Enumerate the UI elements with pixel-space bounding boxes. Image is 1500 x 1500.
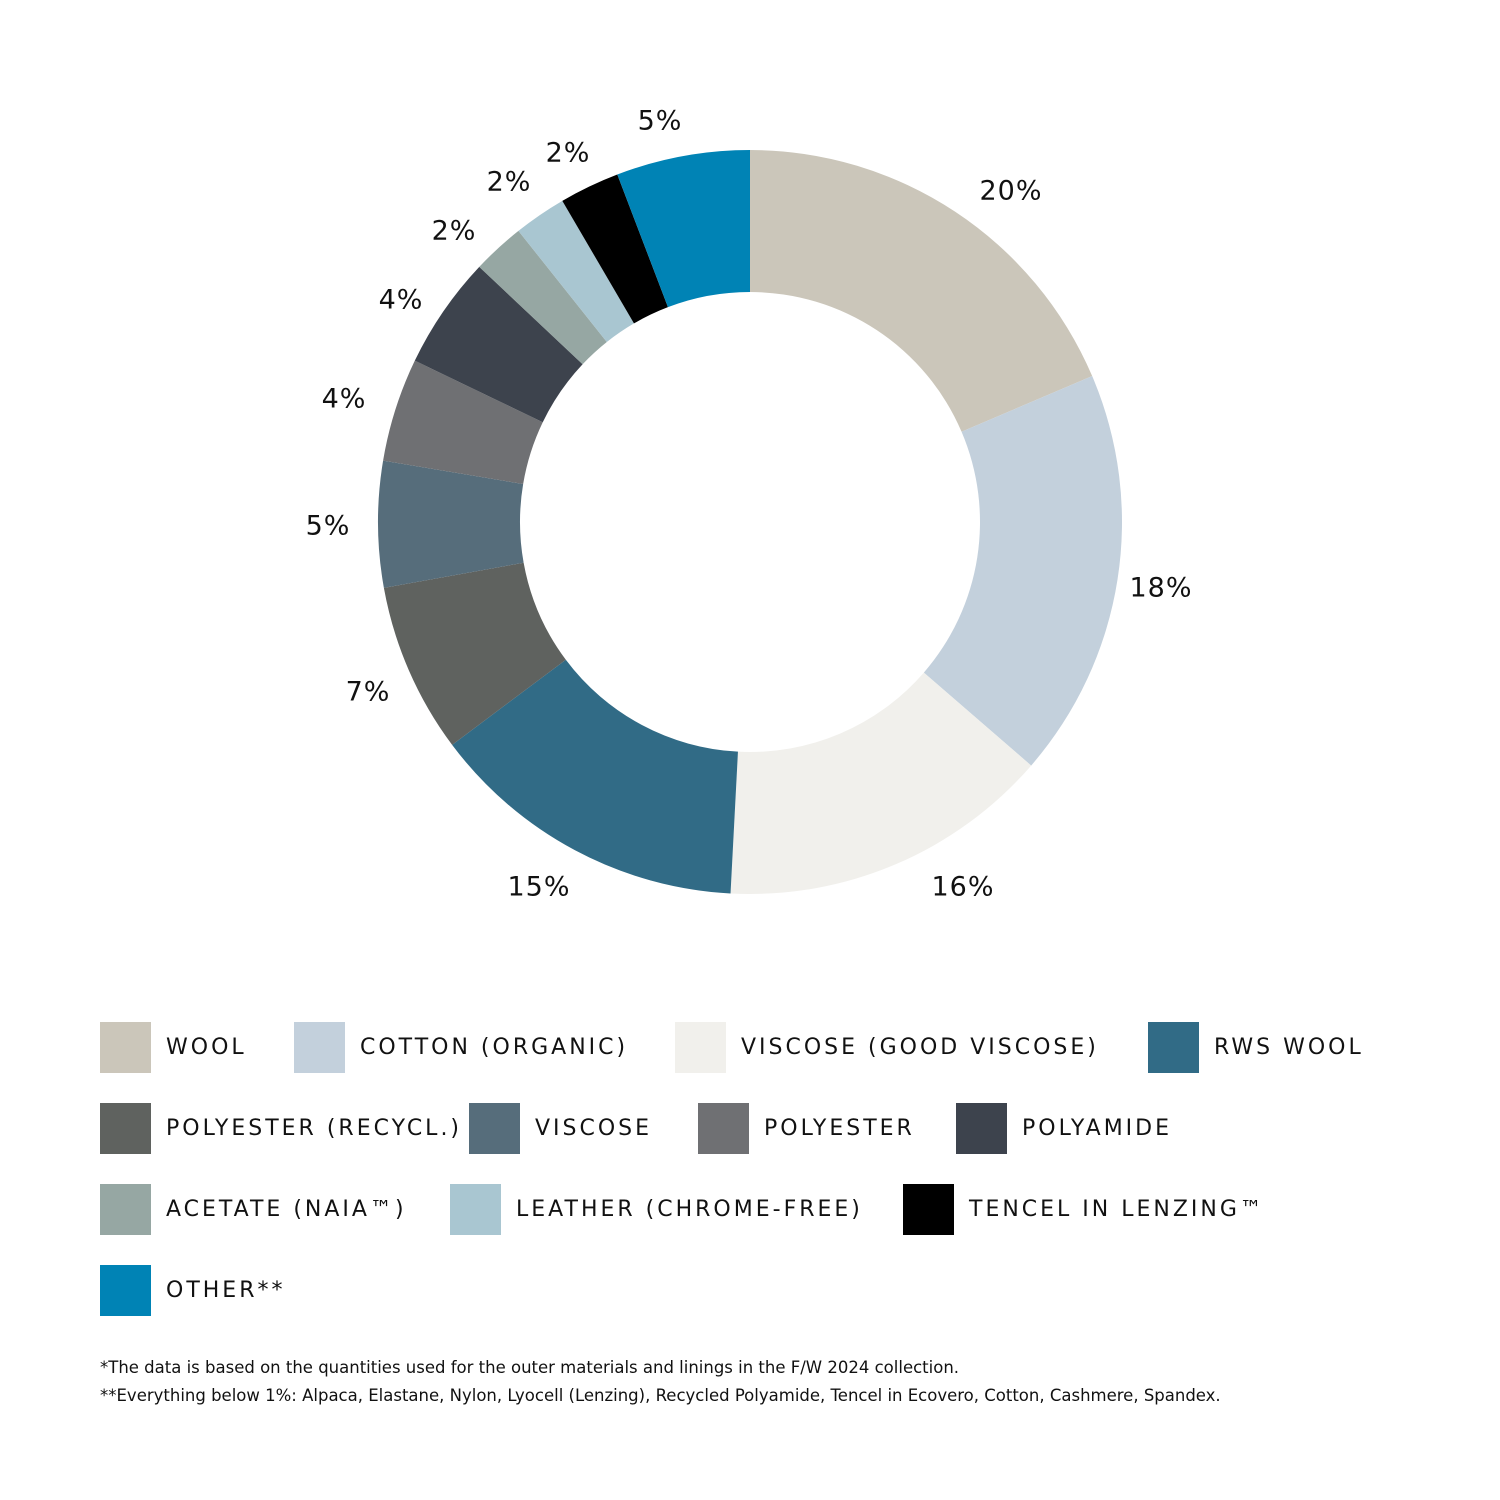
legend-item: RWS WOOL — [1148, 1022, 1364, 1073]
donut-segment-leather-chrome-free — [518, 200, 634, 343]
donut-segment-polyester-recycl — [383, 562, 566, 745]
legend-swatch — [1148, 1022, 1199, 1073]
donut-segment-cotton-organic — [923, 376, 1122, 766]
legend-label: VISCOSE (GOOD VISCOSE) — [741, 1035, 1099, 1060]
donut-segment-wool — [750, 150, 1093, 432]
legend-label: LEATHER (CHROME-FREE) — [516, 1197, 863, 1222]
legend-label: VISCOSE — [535, 1116, 653, 1141]
percentage-label: 15% — [507, 871, 571, 903]
legend-item: TENCEL IN LENZING™ — [903, 1184, 1265, 1235]
legend-label: WOOL — [166, 1035, 247, 1060]
legend-item: WOOL — [100, 1022, 247, 1073]
legend-swatch — [100, 1022, 151, 1073]
legend-label: POLYESTER — [764, 1116, 915, 1141]
percentage-label: 7% — [345, 676, 391, 708]
legend-swatch — [294, 1022, 345, 1073]
percentage-label: 5% — [637, 105, 683, 137]
legend-label: POLYAMIDE — [1022, 1116, 1173, 1141]
legend-swatch — [469, 1103, 520, 1154]
donut-segment-rws-wool — [452, 659, 738, 894]
footnote-other-materials: **Everything below 1%: Alpaca, Elastane,… — [100, 1386, 1221, 1405]
legend-label: COTTON (ORGANIC) — [360, 1035, 629, 1060]
percentage-label: 2% — [545, 137, 591, 169]
legend-item: VISCOSE — [469, 1103, 652, 1154]
percentage-label: 2% — [486, 166, 532, 198]
donut-segment-acetate-naia — [479, 230, 607, 365]
legend-swatch — [698, 1103, 749, 1154]
legend-label: TENCEL IN LENZING™ — [969, 1197, 1265, 1222]
percentage-label: 4% — [321, 383, 367, 415]
legend-swatch — [100, 1265, 151, 1316]
donut-segment-tencel-in-lenzing — [562, 174, 668, 324]
donut-segment-polyamide — [414, 266, 583, 423]
legend-item: POLYAMIDE — [956, 1103, 1172, 1154]
percentage-label: 16% — [931, 871, 995, 903]
percentage-label: 18% — [1129, 572, 1193, 604]
legend-label: OTHER** — [166, 1278, 286, 1303]
legend-swatch — [100, 1103, 151, 1154]
donut-segment-viscose-good-viscose — [730, 672, 1032, 894]
legend-swatch — [450, 1184, 501, 1235]
legend-swatch — [675, 1022, 726, 1073]
donut-segment-polyester — [383, 360, 543, 485]
legend-item: LEATHER (CHROME-FREE) — [450, 1184, 863, 1235]
percentage-label: 4% — [378, 284, 424, 316]
legend-label: RWS WOOL — [1214, 1035, 1364, 1060]
donut-segment-other — [617, 150, 750, 308]
percentage-label: 2% — [431, 215, 477, 247]
legend-item: COTTON (ORGANIC) — [294, 1022, 628, 1073]
donut-chart — [378, 150, 1122, 894]
legend-item: POLYESTER (RECYCL.) — [100, 1103, 462, 1154]
legend-label: ACETATE (NAIA™) — [166, 1197, 407, 1222]
legend-swatch — [100, 1184, 151, 1235]
legend-item: ACETATE (NAIA™) — [100, 1184, 407, 1235]
legend-item: VISCOSE (GOOD VISCOSE) — [675, 1022, 1099, 1073]
legend-swatch — [956, 1103, 1007, 1154]
percentage-label: 5% — [305, 510, 351, 542]
legend-swatch — [903, 1184, 954, 1235]
legend-item: POLYESTER — [698, 1103, 915, 1154]
footnotes: *The data is based on the quantities use… — [100, 1354, 1221, 1410]
legend-item: OTHER** — [100, 1265, 285, 1316]
percentage-label: 20% — [979, 175, 1043, 207]
donut-segment-viscose — [378, 460, 524, 588]
footnote-data-basis: *The data is based on the quantities use… — [100, 1358, 960, 1377]
legend-label: POLYESTER (RECYCL.) — [166, 1116, 463, 1141]
